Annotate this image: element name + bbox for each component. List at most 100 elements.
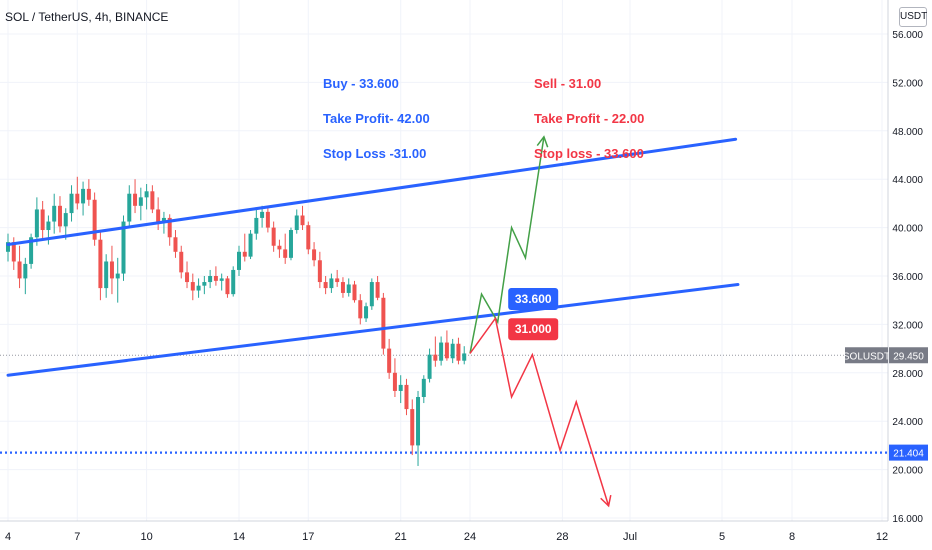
sell-take-profit-annotation: Take Profit - 22.00	[534, 111, 645, 126]
candle-body	[271, 227, 276, 246]
candle-body	[208, 276, 213, 283]
candle-body	[433, 354, 438, 361]
bullish-projection-path[interactable]	[469, 136, 545, 354]
candle-body	[173, 237, 178, 252]
candle-body	[335, 278, 340, 283]
x-tick-label: 10	[140, 531, 152, 543]
candle-body	[29, 237, 34, 264]
x-tick-label: 5	[719, 531, 725, 543]
candle-body	[312, 249, 317, 261]
support-tag-bg	[889, 444, 928, 461]
trend-line-lower[interactable]	[6, 282, 740, 377]
candle-body	[398, 384, 403, 391]
candle-body	[427, 354, 432, 379]
candle-body	[115, 273, 120, 279]
candle-body	[237, 251, 241, 270]
candle-body	[387, 348, 392, 373]
candle-body	[317, 260, 322, 283]
candle-body	[86, 188, 91, 200]
candle-body	[185, 272, 190, 283]
candle-body	[462, 353, 467, 361]
support-tag-label: 21.404	[893, 449, 924, 460]
candle-body	[381, 297, 386, 349]
candle-body	[404, 384, 409, 410]
candle-body	[167, 217, 172, 238]
candle-body	[92, 199, 97, 240]
x-tick-label: 4	[5, 531, 11, 543]
candle-body	[196, 285, 201, 291]
symbol-tag-label: SOLUSDT	[843, 351, 890, 362]
candle-body	[456, 343, 461, 361]
candle-body	[219, 278, 224, 281]
candle-body	[265, 211, 270, 228]
candle-body	[416, 397, 421, 446]
buy-stop-loss-annotation: Stop Loss -31.00	[323, 146, 427, 161]
x-tick-label: 28	[556, 531, 568, 543]
x-tick-label: 14	[233, 531, 245, 543]
price-badge-bg[interactable]	[508, 287, 559, 310]
candle-body	[63, 213, 68, 227]
y-tick-label: 32.000	[892, 320, 923, 331]
candle-body	[98, 239, 103, 289]
candle-body	[75, 193, 80, 204]
candle-body	[439, 342, 444, 361]
candle-body	[202, 282, 207, 286]
y-tick-label: 16.000	[892, 514, 923, 525]
bearish-projection-path-arrowhead	[600, 494, 612, 508]
candle-body	[40, 209, 45, 231]
candle-body	[161, 217, 166, 222]
candle-body	[6, 242, 10, 252]
candle-body	[127, 193, 132, 222]
candle-body	[23, 263, 28, 279]
price-badge-label: 31.000	[515, 322, 552, 336]
candle-body	[156, 209, 161, 222]
candle-body	[346, 284, 351, 293]
candle-body	[254, 217, 259, 234]
x-tick-label: 7	[74, 531, 80, 543]
candle-body	[375, 282, 380, 298]
candle-body	[421, 378, 426, 397]
chart-title: SOL / TetherUS, 4h, BINANCE	[5, 10, 169, 24]
y-tick-label: 40.000	[892, 224, 923, 235]
currency-badge[interactable]: USDT	[899, 7, 927, 27]
candle-body	[17, 261, 22, 279]
price-badge-label: 33.600	[515, 292, 552, 306]
x-tick-label: 21	[395, 531, 407, 543]
candle-body	[369, 282, 374, 307]
candle-body	[69, 193, 74, 214]
candle-body	[288, 230, 293, 258]
candle-body	[358, 300, 363, 319]
buy-annotation: Buy - 33.600	[323, 76, 399, 91]
y-tick-label: 44.000	[892, 175, 923, 186]
x-tick-label: 12	[876, 531, 888, 543]
candle-body	[323, 282, 328, 289]
candle-body	[213, 276, 218, 281]
candle-body	[150, 191, 155, 210]
candle-body	[306, 225, 311, 250]
candle-body	[242, 251, 247, 257]
candle-body	[283, 249, 288, 258]
candle-body	[352, 284, 357, 301]
trend-line-upper[interactable]	[6, 137, 738, 247]
last-price-tag-bg	[889, 347, 928, 364]
candle-body	[81, 188, 86, 204]
candle-body	[11, 242, 16, 262]
candle-body	[190, 282, 195, 291]
y-tick-label: 48.000	[892, 127, 923, 138]
candle-body	[364, 306, 369, 319]
x-tick-label: Jul	[623, 531, 637, 543]
candle-body	[329, 278, 334, 289]
candle-body	[260, 211, 265, 218]
candle-body	[104, 261, 109, 289]
candle-body	[46, 221, 51, 231]
y-tick-label: 28.000	[892, 369, 923, 380]
candle-body	[300, 215, 305, 226]
buy-take-profit-annotation: Take Profit- 42.00	[323, 111, 430, 126]
candle-body	[294, 215, 299, 231]
y-tick-label: 24.000	[892, 417, 923, 428]
candle-body	[138, 197, 143, 206]
price-badge-bg[interactable]	[508, 318, 559, 341]
bearish-projection-path[interactable]	[469, 316, 610, 507]
